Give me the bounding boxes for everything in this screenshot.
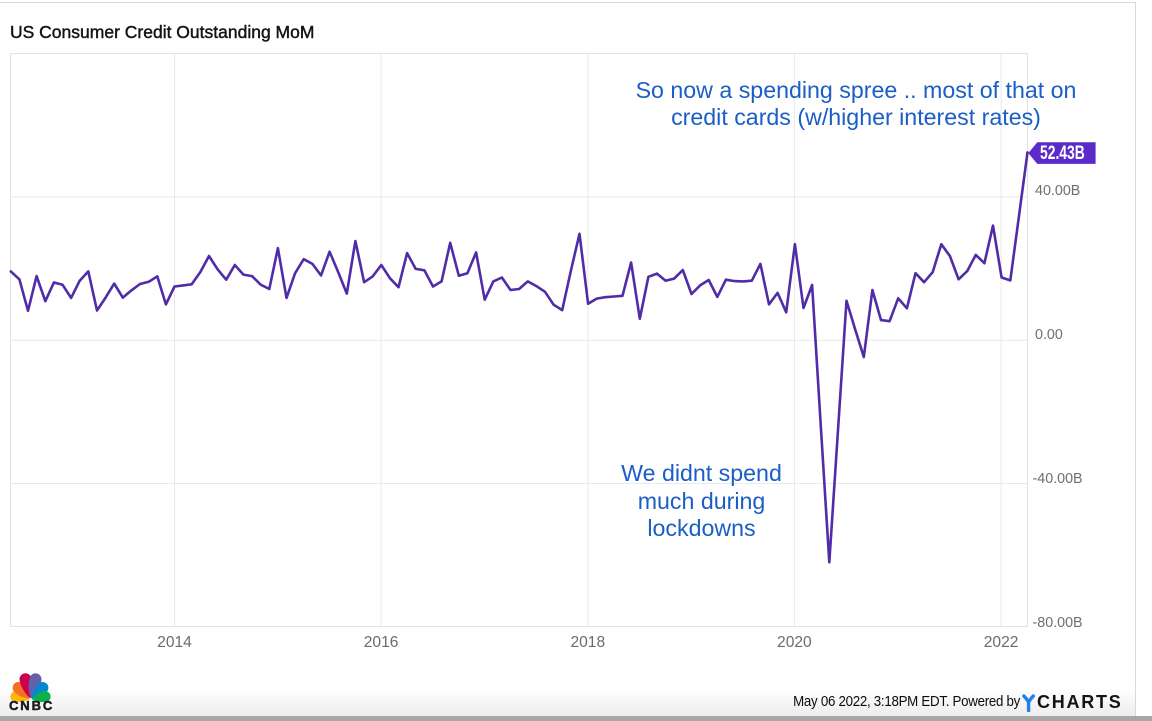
svg-text:52.43B: 52.43B	[1040, 143, 1085, 164]
